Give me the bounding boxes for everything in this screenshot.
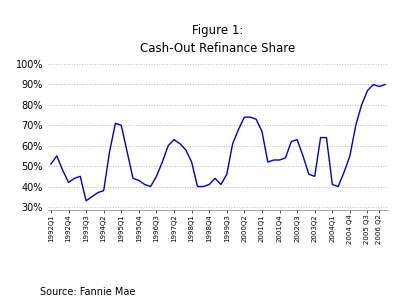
Title: Figure 1:
Cash-Out Refinance Share: Figure 1: Cash-Out Refinance Share bbox=[140, 24, 296, 55]
Text: Source: Fannie Mae: Source: Fannie Mae bbox=[40, 287, 135, 297]
